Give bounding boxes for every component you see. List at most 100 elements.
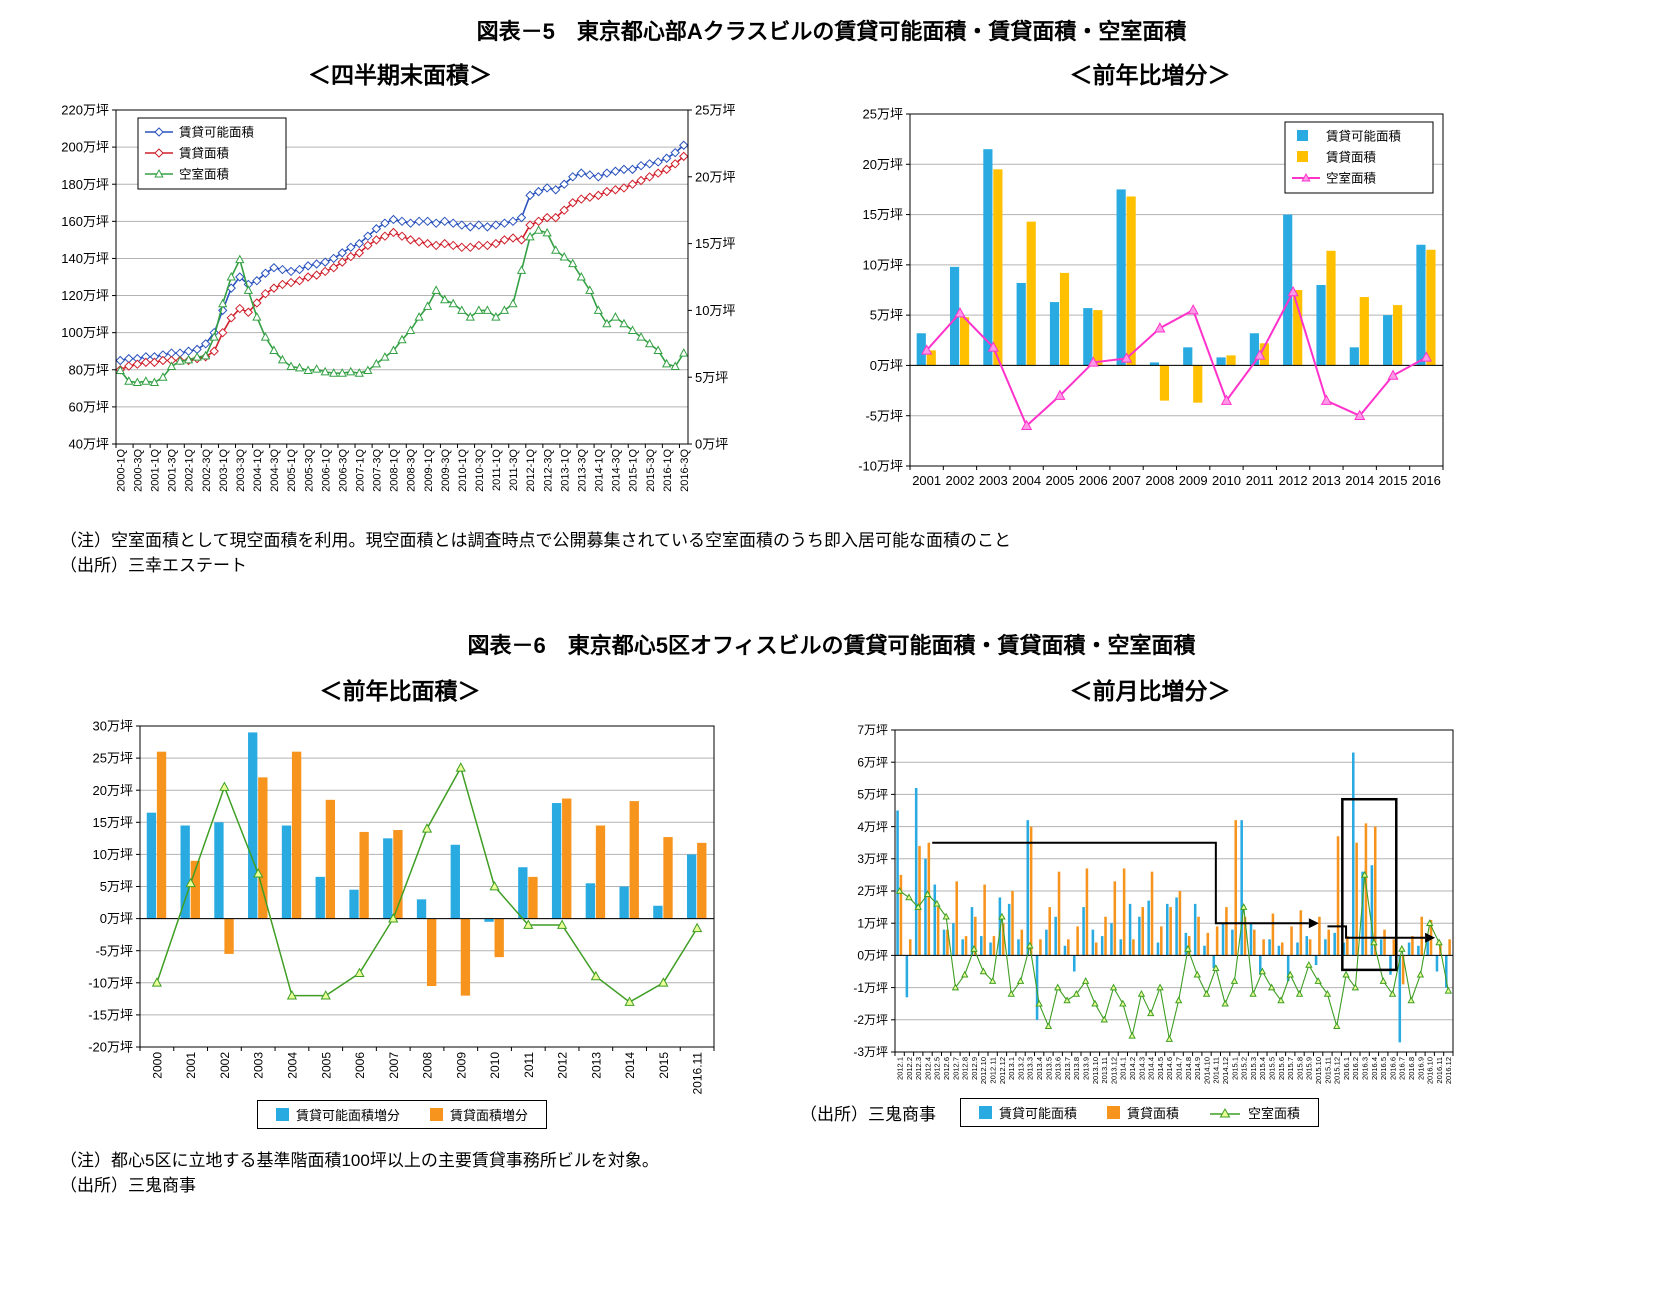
svg-text:空室面積: 空室面積 <box>1326 171 1377 186</box>
series-空室面積 <box>921 285 1432 431</box>
svg-text:2016.9: 2016.9 <box>1416 1057 1425 1080</box>
svg-text:2004-1Q: 2004-1Q <box>252 449 264 492</box>
figure6-source: （出所）三鬼商事 <box>60 1176 196 1195</box>
svg-text:3万坪: 3万坪 <box>857 852 888 866</box>
series-賃貸面積増分 <box>156 751 707 996</box>
x-axis-labels: 2000 2001 2002 2003 2004 2005 2006 2007 2008 2009… <box>139 1047 715 1095</box>
svg-text:2013.3: 2013.3 <box>1026 1057 1035 1080</box>
svg-text:2012.9: 2012.9 <box>970 1057 979 1080</box>
svg-text:2015: 2015 <box>657 1052 671 1079</box>
svg-text:2013.9: 2013.9 <box>1082 1057 1091 1080</box>
svg-text:2005: 2005 <box>319 1052 333 1079</box>
svg-text:4万坪: 4万坪 <box>857 820 888 834</box>
svg-text:2000-1Q: 2000-1Q <box>115 449 127 492</box>
series-賃貸面積 <box>926 169 1436 403</box>
svg-text:2014.10: 2014.10 <box>1202 1057 1211 1084</box>
svg-text:2014.9: 2014.9 <box>1193 1057 1202 1080</box>
svg-text:-10万坪: -10万坪 <box>858 459 903 474</box>
figure5-source: （出所）三幸エステート <box>60 556 247 575</box>
svg-text:2012.4: 2012.4 <box>923 1057 932 1080</box>
legend-label: 空室面積 <box>1248 1106 1301 1121</box>
legend-swatch <box>430 1108 443 1121</box>
svg-text:2014.8: 2014.8 <box>1184 1057 1193 1080</box>
svg-text:2015.4: 2015.4 <box>1258 1057 1267 1080</box>
svg-text:2015-1Q: 2015-1Q <box>628 449 640 492</box>
svg-text:2015.9: 2015.9 <box>1305 1057 1314 1080</box>
fig6-mom-legend-row: （出所）三鬼商事 賃貸可能面積 賃貸面積 空室面積 <box>800 1098 1320 1127</box>
svg-text:2016.11: 2016.11 <box>691 1052 705 1095</box>
fig6-yoy-legend-row: 賃貸可能面積増分 賃貸面積増分 <box>72 1100 732 1129</box>
svg-text:80万坪: 80万坪 <box>69 362 109 377</box>
svg-text:2015.1: 2015.1 <box>1230 1057 1239 1080</box>
legend-label: 賃貸面積増分 <box>450 1108 529 1123</box>
svg-text:2003: 2003 <box>252 1052 266 1079</box>
figure6-left-subtitle: ＜前年比面積＞ <box>319 678 481 704</box>
svg-text:2016.12: 2016.12 <box>1444 1057 1453 1084</box>
svg-text:2007: 2007 <box>387 1052 401 1079</box>
svg-text:2007: 2007 <box>1112 473 1141 488</box>
svg-text:0万坪: 0万坪 <box>870 358 903 373</box>
svg-text:2011-3Q: 2011-3Q <box>508 449 520 491</box>
svg-text:15万坪: 15万坪 <box>93 815 133 830</box>
figure5-left-subtitle: ＜四半期末面積＞ <box>308 62 492 88</box>
svg-text:2000: 2000 <box>150 1052 164 1079</box>
svg-text:2006: 2006 <box>353 1052 367 1079</box>
svg-text:2004: 2004 <box>286 1052 300 1079</box>
figure6-right-subtitle: ＜前月比増分＞ <box>1069 678 1231 704</box>
svg-text:2012.2: 2012.2 <box>905 1057 914 1080</box>
svg-text:2005: 2005 <box>1045 473 1074 488</box>
svg-text:2012.5: 2012.5 <box>933 1057 942 1080</box>
svg-text:2013.8: 2013.8 <box>1072 1057 1081 1080</box>
svg-text:2013.1: 2013.1 <box>1007 1057 1016 1080</box>
legend-item-賃貸面積: 賃貸面積 <box>1107 1103 1179 1122</box>
svg-text:2011: 2011 <box>1246 473 1274 488</box>
series-空室面積 <box>151 762 703 1006</box>
svg-text:2009: 2009 <box>1179 473 1208 488</box>
svg-text:-3万坪: -3万坪 <box>853 1045 888 1059</box>
svg-text:2000-3Q: 2000-3Q <box>133 449 145 492</box>
figure5-right-subtitle: ＜前年比増分＞ <box>1069 62 1231 88</box>
series-賃貸面積 <box>899 820 1451 985</box>
svg-text:2004-3Q: 2004-3Q <box>269 449 281 492</box>
svg-text:2万坪: 2万坪 <box>857 884 888 898</box>
svg-text:2005-1Q: 2005-1Q <box>286 449 298 492</box>
series-空室面積 <box>115 225 689 387</box>
svg-text:2013: 2013 <box>589 1052 603 1079</box>
svg-text:2013.7: 2013.7 <box>1063 1057 1072 1080</box>
legend-label: 賃貸面積 <box>1127 1106 1180 1121</box>
svg-text:-20万坪: -20万坪 <box>88 1040 133 1055</box>
svg-text:賃貸面積: 賃貸面積 <box>1326 150 1377 165</box>
svg-text:2012.6: 2012.6 <box>942 1057 951 1080</box>
svg-text:2012.3: 2012.3 <box>914 1057 923 1080</box>
svg-text:2012.10: 2012.10 <box>979 1057 988 1084</box>
svg-text:2015: 2015 <box>1379 473 1408 488</box>
svg-text:2012: 2012 <box>556 1052 570 1079</box>
svg-text:2008: 2008 <box>421 1052 435 1079</box>
svg-text:2016.11: 2016.11 <box>1435 1057 1444 1084</box>
legend-swatch <box>979 1106 992 1119</box>
svg-text:180万坪: 180万坪 <box>61 177 109 192</box>
annotations <box>932 797 1436 972</box>
series-賃貸可能面積 <box>896 752 1448 1043</box>
series-賃貸可能面積増分 <box>146 732 697 922</box>
legend-item-賃貸面積増分: 賃貸面積増分 <box>430 1105 528 1124</box>
svg-text:5万坪: 5万坪 <box>100 879 133 894</box>
svg-text:2015.12: 2015.12 <box>1333 1057 1342 1084</box>
svg-text:2016.2: 2016.2 <box>1351 1057 1360 1080</box>
svg-text:2008: 2008 <box>1145 473 1174 488</box>
svg-text:2009-1Q: 2009-1Q <box>423 449 435 492</box>
svg-text:10万坪: 10万坪 <box>695 303 735 318</box>
svg-text:空室面積: 空室面積 <box>179 167 230 182</box>
svg-text:-1万坪: -1万坪 <box>853 981 888 995</box>
svg-text:2016.4: 2016.4 <box>1370 1057 1379 1080</box>
svg-text:2008-3Q: 2008-3Q <box>406 449 418 492</box>
svg-text:15万坪: 15万坪 <box>695 236 735 251</box>
legend-swatch <box>1107 1106 1121 1119</box>
svg-text:2014-1Q: 2014-1Q <box>594 449 606 492</box>
svg-text:2010-3Q: 2010-3Q <box>474 449 486 492</box>
svg-text:2015.2: 2015.2 <box>1240 1057 1249 1080</box>
svg-text:30万坪: 30万坪 <box>93 719 133 734</box>
svg-text:2008-1Q: 2008-1Q <box>389 449 401 492</box>
legend-item-賃貸可能面積増分: 賃貸可能面積増分 <box>275 1105 400 1124</box>
